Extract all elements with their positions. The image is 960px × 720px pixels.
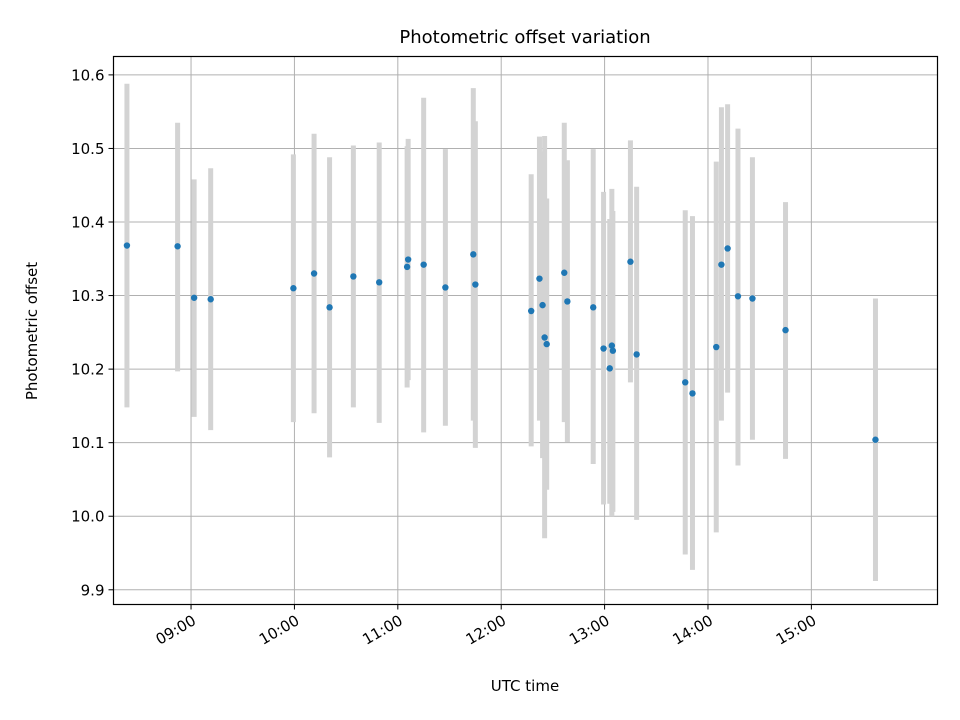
data-point (600, 345, 607, 352)
x-tick-label: 14:00 (670, 611, 716, 648)
data-point (539, 301, 546, 309)
y-axis-label: Photometric offset (23, 262, 41, 400)
data-point (633, 351, 640, 358)
data-point (310, 270, 318, 277)
chart-title: Photometric offset variation (399, 27, 650, 48)
data-point (190, 294, 198, 301)
data-point (472, 281, 479, 288)
x-tick-label: 15:00 (773, 611, 819, 648)
y-tick-label: 10.4 (71, 214, 104, 232)
data-points (123, 242, 879, 443)
data-point (442, 284, 449, 291)
grid-lines (113, 56, 938, 605)
data-point (404, 256, 412, 263)
x-tick-label: 13:00 (566, 611, 612, 648)
y-tick-label: 10.6 (71, 66, 104, 84)
plot-frame (112, 55, 939, 606)
data-point (689, 390, 696, 397)
data-point (174, 243, 181, 250)
data-point (543, 340, 550, 348)
data-point (564, 298, 571, 305)
data-point (376, 279, 383, 286)
data-point (718, 261, 725, 268)
data-point (609, 347, 617, 354)
data-point (123, 242, 131, 249)
data-point (590, 304, 597, 311)
data-point (872, 436, 879, 443)
data-point (207, 296, 214, 303)
x-axis-label: UTC time (491, 677, 559, 695)
data-point (420, 261, 427, 268)
data-point (608, 342, 616, 349)
data-point (734, 293, 742, 300)
data-point (561, 269, 568, 276)
x-axis-ticks: 09:00 10:00 11:00 12:00 13:00 14:00 15:00 (153, 604, 819, 649)
x-tick-label: 12:00 (463, 611, 509, 648)
data-point (403, 263, 411, 271)
data-point (627, 258, 634, 265)
y-tick-label: 10.1 (71, 434, 104, 452)
x-tick-label: 10:00 (256, 611, 302, 648)
y-tick-label: 10.3 (71, 287, 104, 305)
data-point (606, 365, 613, 372)
data-point (536, 275, 543, 282)
data-point (527, 307, 535, 315)
y-tick-label: 10.2 (71, 361, 104, 379)
data-point (782, 326, 789, 334)
y-tick-label: 10.5 (71, 140, 104, 158)
data-point (682, 379, 689, 386)
data-point (470, 251, 477, 258)
x-tick-label: 11:00 (359, 611, 405, 648)
data-point (713, 343, 720, 351)
data-point (350, 273, 357, 280)
y-axis-ticks: 9.9 10.0 10.1 10.2 10.3 10.4 10.5 10.6 (71, 66, 114, 599)
data-point (326, 304, 333, 311)
data-point (290, 285, 297, 292)
data-point (541, 334, 548, 341)
data-point (749, 295, 756, 302)
x-tick-label: 09:00 (153, 611, 199, 648)
data-point (724, 245, 731, 252)
y-tick-label: 9.9 (81, 581, 105, 599)
y-tick-label: 10.0 (71, 508, 104, 526)
